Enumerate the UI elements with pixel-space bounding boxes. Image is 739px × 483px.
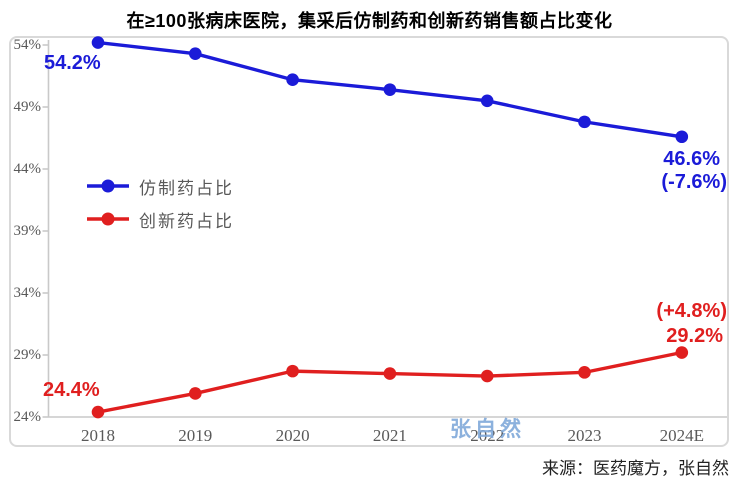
- x-axis-label: 2024E: [659, 426, 704, 445]
- data-point: [189, 387, 202, 400]
- y-axis-tick-label: 49%: [13, 99, 42, 115]
- data-point: [480, 94, 494, 108]
- series-line-1: [97, 350, 683, 414]
- x-axis-label: 2021: [372, 426, 407, 445]
- y-axis-tick-label: 29%: [13, 347, 42, 363]
- x-axis-label: 2018: [81, 426, 115, 445]
- y-axis-tick-label: 24%: [13, 409, 42, 425]
- data-point: [383, 367, 397, 380]
- data-point: [675, 346, 689, 359]
- y-axis-tick-label: 39%: [13, 223, 42, 239]
- data-point: [675, 130, 689, 144]
- legend-item-generic: 仿制药占比: [86, 174, 234, 198]
- legend-label-innovative: 创新药占比: [139, 211, 234, 231]
- data-point: [578, 115, 591, 129]
- x-axis-label: 2022: [470, 426, 505, 445]
- data-point: [286, 364, 299, 378]
- source-credit: 来源：医药魔方，张自然: [542, 459, 729, 478]
- data-point: [189, 47, 202, 60]
- plot-frame-border: [9, 36, 729, 447]
- data-point: [578, 366, 591, 379]
- x-axis-label: 2020: [275, 426, 310, 445]
- annotation-innovative-end: 29.2%: [666, 325, 723, 347]
- legend-marker-red-icon: [87, 212, 129, 226]
- data-point: [286, 73, 299, 87]
- annotation-generic-change: (-7.6%): [661, 171, 727, 193]
- annotation-generic-end: 46.6%: [663, 148, 720, 170]
- x-axis-label: 2023: [567, 426, 602, 445]
- y-axis-tick-label: 44%: [13, 161, 42, 177]
- legend: 仿制药占比 创新药占比: [86, 174, 234, 231]
- legend-item-innovative: 创新药占比: [86, 207, 234, 231]
- y-axis-tick-label: 34%: [13, 285, 42, 301]
- legend-label-generic: 仿制药占比: [139, 178, 234, 198]
- data-point: [383, 83, 397, 96]
- watermark-signature: 张自然: [450, 418, 525, 441]
- legend-marker-blue-icon: [87, 179, 129, 193]
- x-axis-label: 2019: [178, 426, 213, 445]
- data-point: [91, 405, 105, 419]
- y-axis-tick-label: 54%: [13, 37, 42, 53]
- annotation-innovative-start: 24.4%: [43, 379, 100, 401]
- annotation-innovative-change: (+4.8%): [656, 300, 727, 322]
- data-point: [91, 36, 105, 49]
- chart-title: 在≥100张病床医院，集采后仿制药和创新药销售额占比变化: [126, 11, 613, 31]
- data-point: [480, 369, 494, 383]
- annotation-generic-start: 54.2%: [44, 52, 101, 74]
